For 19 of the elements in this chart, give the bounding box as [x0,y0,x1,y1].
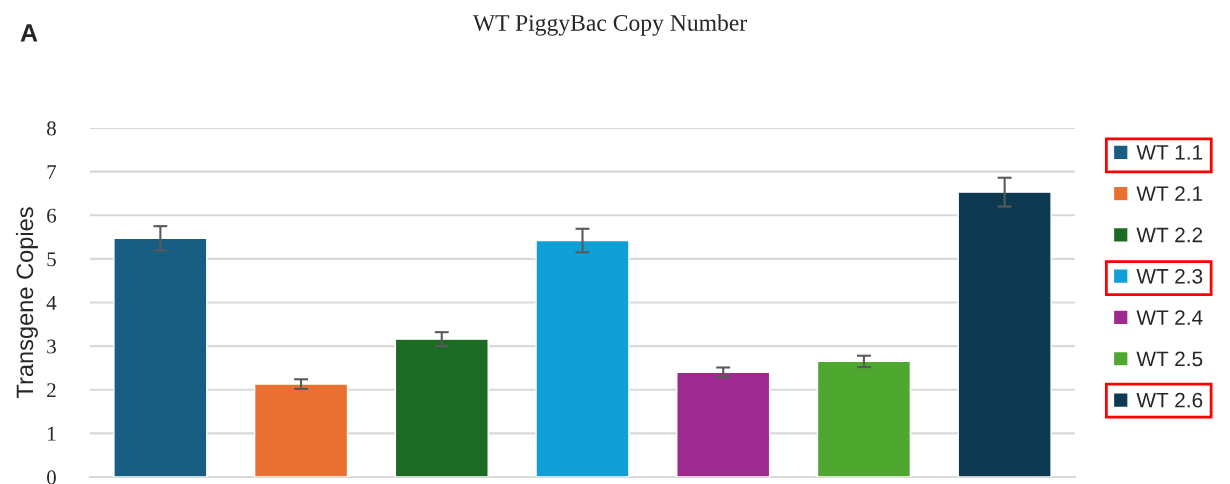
text: A [20,24,38,42]
legend-label: WT 2.3 [1136,268,1203,284]
chart-title: WT PiggyBac Copy Number [472,14,747,36]
y-tick-label: 6 [47,208,57,223]
y-tick-label: 1 [48,426,56,441]
legend-label: WT 2.6 [1136,392,1203,408]
y-tick-label: 0 [47,470,56,484]
y-axis-title: Transgene Copies [15,207,38,398]
y-tick-label: 2 [47,383,56,397]
legend-label: WT 2.1 [1136,186,1203,201]
legend-label: WT 2.2 [1136,227,1203,243]
y-tick-label: 5 [47,252,56,267]
y-tick-label: 3 [47,339,56,354]
legend-label: WT 2.5 [1136,351,1203,367]
y-tick-label: 4 [46,296,57,310]
legend-label: WT 2.4 [1136,310,1203,325]
y-tick-label: 7 [47,165,57,179]
y-tick-label: 8 [47,121,56,136]
legend-label: WT 1.1 [1136,145,1203,160]
